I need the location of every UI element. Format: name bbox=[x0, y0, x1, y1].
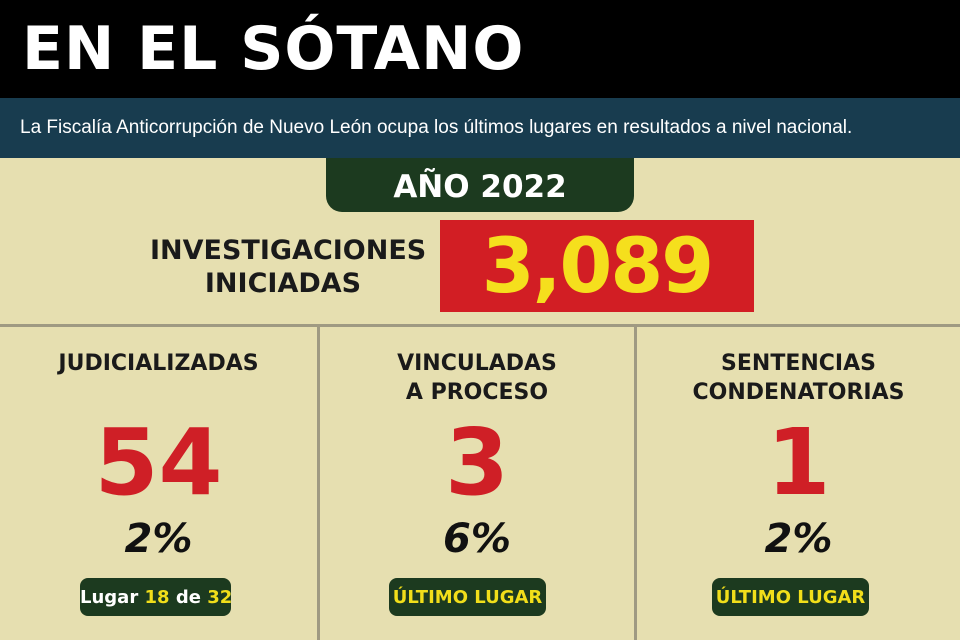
stat-title-line1: SENTENCIAS bbox=[721, 351, 876, 376]
subtitle-bar: La Fiscalía Anticorrupción de Nuevo León… bbox=[0, 98, 960, 158]
stat-title-line2: A PROCESO bbox=[405, 380, 549, 405]
stat-column-judicializadas: JUDICIALIZADAS 54 2% Lugar 18 de 32 bbox=[0, 327, 317, 640]
page-title: EN EL SÓTANO bbox=[22, 14, 525, 84]
investigaciones-label-line1: INVESTIGACIONES bbox=[150, 235, 427, 266]
investigaciones-label: INVESTIGACIONES INICIADAS bbox=[150, 234, 427, 300]
subtitle-text: La Fiscalía Anticorrupción de Nuevo León… bbox=[20, 117, 853, 138]
stat-title-line1: VINCULADAS bbox=[397, 351, 557, 376]
divider-vertical-1 bbox=[317, 327, 320, 640]
stat-title-line2: CONDENATORIAS bbox=[692, 380, 905, 405]
stat-percent: 2% bbox=[764, 516, 833, 562]
rank-position: 18 bbox=[144, 587, 170, 608]
stat-column-vinculadas: VINCULADAS A PROCESO 3 6% ÚLTIMO LUGAR bbox=[320, 327, 634, 640]
investigaciones-label-line2: INICIADAS bbox=[204, 268, 362, 299]
stat-title: JUDICIALIZADAS bbox=[0, 349, 317, 378]
investigaciones-value-box: 3,089 bbox=[440, 220, 754, 312]
stat-percent: 2% bbox=[124, 516, 193, 562]
stat-value: 3 bbox=[444, 409, 509, 516]
rank-badge: ÚLTIMO LUGAR bbox=[712, 578, 869, 616]
stat-value: 1 bbox=[766, 409, 831, 516]
rank-connector: de bbox=[175, 587, 201, 608]
stat-column-sentencias: SENTENCIAS CONDENATORIAS 1 2% ÚLTIMO LUG… bbox=[637, 327, 960, 640]
rank-total: 32 bbox=[207, 587, 233, 608]
rank-prefix: Lugar bbox=[80, 587, 139, 608]
stat-value: 54 bbox=[94, 409, 223, 516]
stat-title-line1: JUDICIALIZADAS bbox=[58, 351, 259, 376]
rank-badge: Lugar 18 de 32 bbox=[80, 578, 233, 616]
stat-title: SENTENCIAS CONDENATORIAS bbox=[637, 349, 960, 407]
divider-horizontal bbox=[0, 324, 960, 327]
header-bar: EN EL SÓTANO bbox=[0, 0, 960, 98]
divider-vertical-2 bbox=[634, 327, 637, 640]
stat-percent: 6% bbox=[443, 516, 511, 562]
year-tab: AÑO 2022 bbox=[326, 158, 634, 212]
investigaciones-value: 3,089 bbox=[481, 221, 714, 310]
stat-title: VINCULADAS A PROCESO bbox=[320, 349, 634, 407]
rank-badge: ÚLTIMO LUGAR bbox=[389, 578, 546, 616]
